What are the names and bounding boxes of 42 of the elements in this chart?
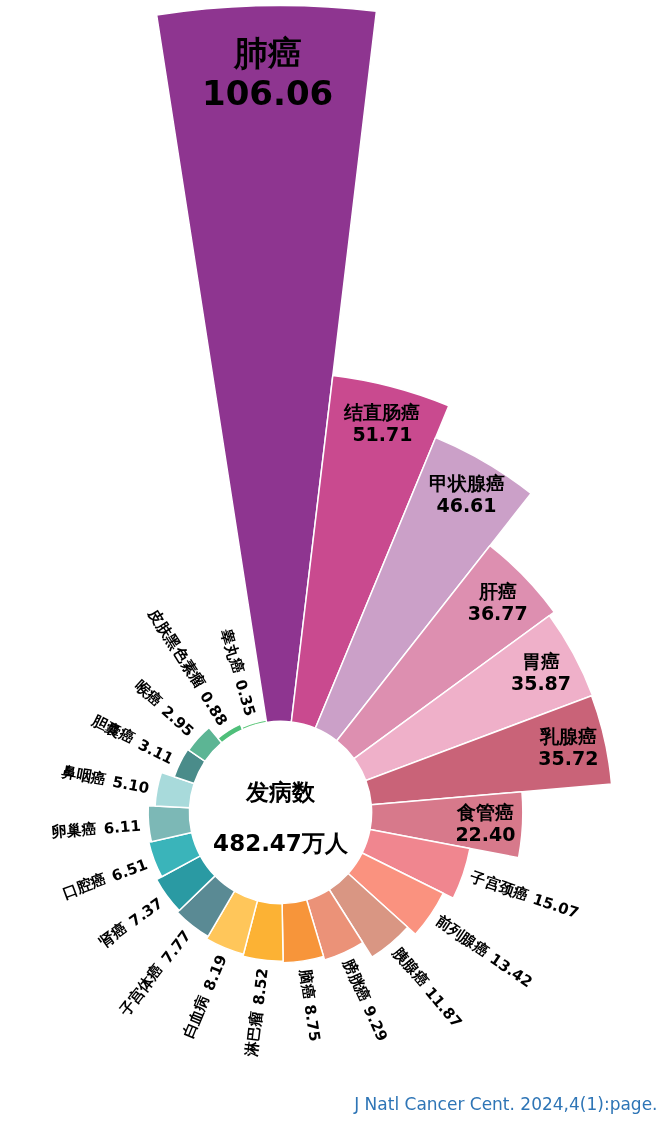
data-label: 9.29 [359,1002,392,1045]
category-label: 子宫体癌 [114,960,167,1020]
category-label: 胃癌 [522,649,561,672]
category-label: 脑癌 [295,966,319,1000]
category-label: 口腔癌 [59,869,109,903]
category-label: 胆囊癌 [88,711,138,748]
category-label: 结直肠癌 [343,400,421,423]
category-label: 甲状腺癌 [428,472,505,495]
text: 482.47万人 [213,829,349,856]
data-label: 36.77 [467,602,528,625]
data-label: 22.40 [455,822,516,845]
data-label: 8.52 [249,967,272,1007]
category-label: 睾丸癌 [216,626,248,676]
data-label: 35.87 [510,671,572,694]
data-label: 6.11 [102,816,142,838]
category-label: 膀胱癌 [338,955,375,1005]
category-label: 胰腺癌 [388,943,432,990]
data-label: 8.75 [300,1003,324,1043]
data-label: 5.10 [110,772,151,798]
category-label: 白血病 [179,992,213,1041]
category-label: 卵巢癌 [50,819,98,842]
category-label: 肝癌 [477,580,517,603]
data-label: 46.61 [436,494,497,517]
text: J Natl Cancer Cent. 2024,4(1):page. [353,1093,658,1114]
data-label: 51.71 [352,422,413,445]
data-label: 6.51 [109,855,150,886]
category-label: 淋巴瘤 [242,1010,266,1059]
data-label: 35.72 [538,747,599,770]
category-label: 肾癌 [95,919,131,952]
category-label: 子宫颈癌 [467,867,531,905]
data-label: 3.11 [135,735,177,769]
category-label: 喉癌 [131,676,166,710]
category-label: 乳腺癌 [538,725,597,748]
data-label: 15.07 [530,889,582,923]
category-label: 肺癌 [232,33,302,74]
category-label: 食管癌 [455,800,514,823]
category-label: 鼻咽癌 [59,761,108,789]
category-label: 前列腺癌 [431,911,493,961]
text: 发病数 [245,779,316,806]
data-label: 0.35 [231,677,260,719]
data-label: 106.06 [201,73,334,114]
data-label: 8.19 [199,952,231,994]
